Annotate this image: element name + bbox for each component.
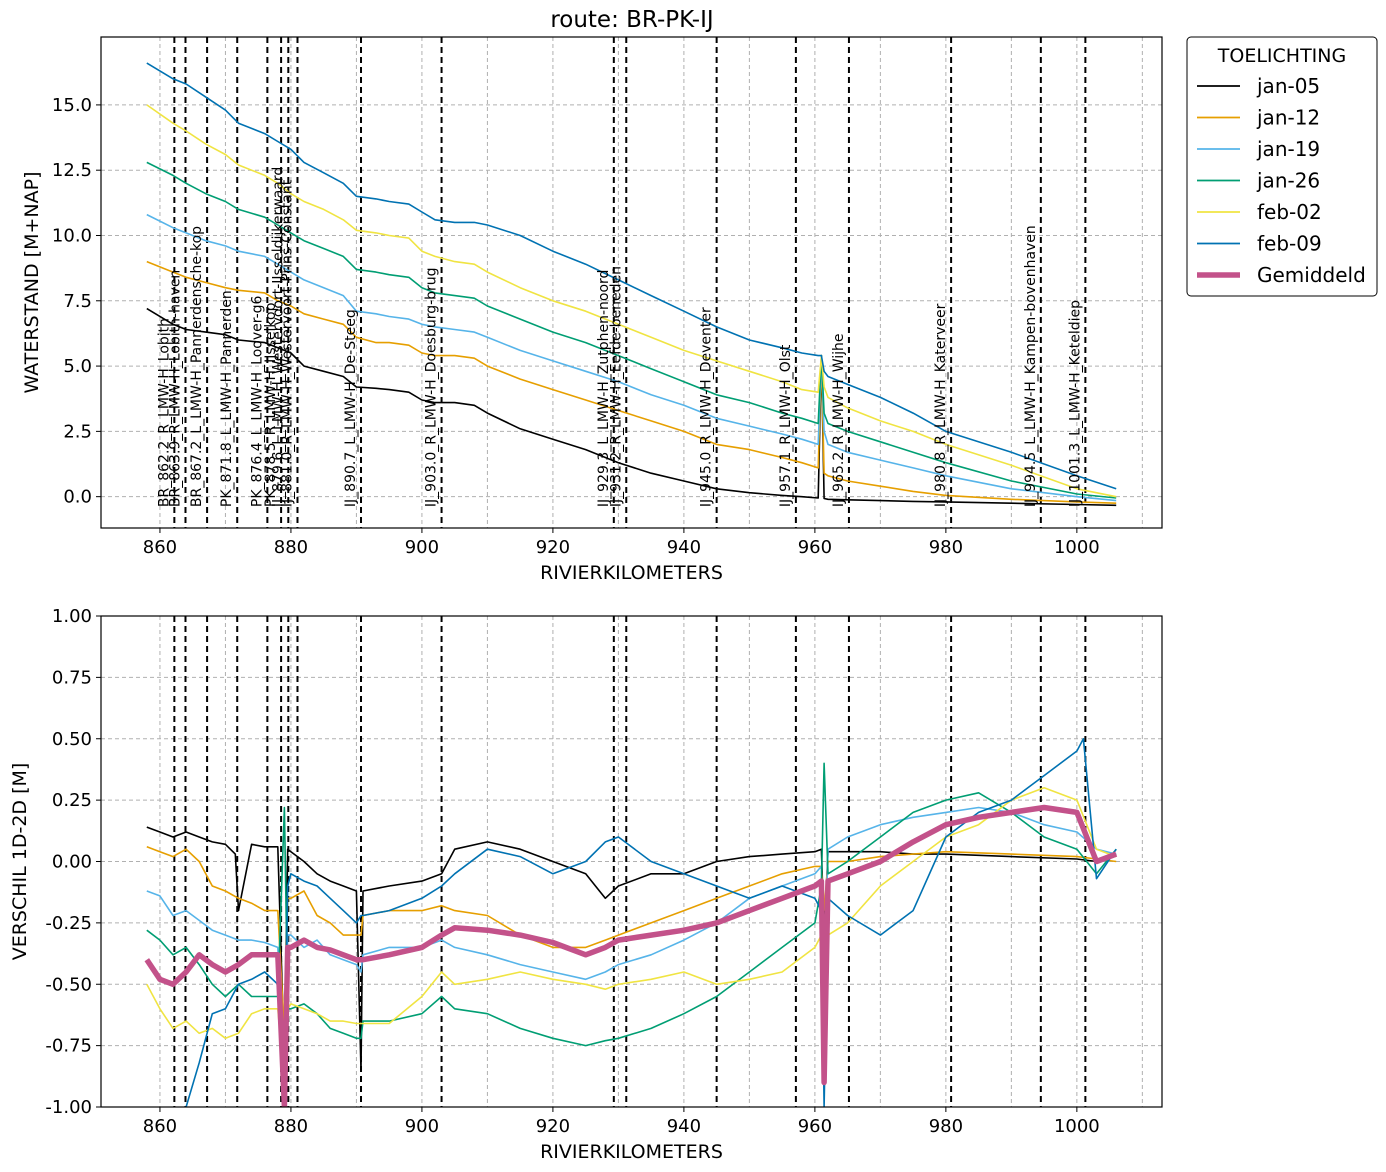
difference-ticks: -1.00 -0.75 -0.50 -0.25 0.00 0.25 0.50 0.75 1.00… <box>45 606 1099 1137</box>
y-tick-label: 10.0 <box>52 225 92 246</box>
water-level-ticks: 0.0 2.5 5.0 7.5 10.0 12.5 15.0 860 880 900 920 940 9… <box>52 95 1100 558</box>
series-line-jan-05 <box>146 307 1117 507</box>
series-line-jan-12 <box>146 846 1117 1035</box>
series-line-feb-09 <box>146 62 1117 490</box>
y-tick-label: 5.0 <box>63 356 92 377</box>
series-line-feb-02 <box>146 104 1117 498</box>
location-label: BR_867.2_L_LMW-H_Pannerdensche-kop <box>189 226 205 507</box>
water-level-y-axis-label: WATERSTAND [M+NAP] <box>21 172 43 394</box>
legend-label: feb-09 <box>1257 232 1322 256</box>
y-tick-label: 0.00 <box>52 852 92 873</box>
location-label: IJ_994.5_L_LMW-H_Kampen-bovenhaven <box>1023 225 1039 507</box>
x-tick-label: 880 <box>274 1116 308 1137</box>
location-label: IJ_929.3_L_LMW-H_Zutphen-noord <box>596 270 612 508</box>
y-tick-label: -1.00 <box>45 1097 92 1118</box>
x-tick-label: 1000 <box>1054 1116 1100 1137</box>
y-tick-label: 12.5 <box>52 160 92 181</box>
legend-label: feb-02 <box>1257 200 1322 224</box>
x-tick-label: 900 <box>405 1116 439 1137</box>
y-tick-label: 15.0 <box>52 95 92 116</box>
x-tick-label: 980 <box>929 1116 963 1137</box>
y-tick-label: 0.75 <box>52 667 92 688</box>
water-level-panel: BR_862.2_R_LMW-H_LobithBR_863.9_R_LMW-H_… <box>21 36 1163 584</box>
y-tick-label: 2.5 <box>63 421 92 442</box>
y-tick-label: 0.0 <box>63 487 92 508</box>
series-line-jan-12 <box>146 260 1117 504</box>
series-line-jan-19 <box>146 213 1117 502</box>
y-tick-label: 0.50 <box>52 729 92 750</box>
y-tick-label: 0.25 <box>52 790 92 811</box>
legend-items: jan-05 jan-12 jan-19 jan-26 feb-02 feb-09 Gemi… <box>1197 74 1366 287</box>
location-label: IJ_903.0_R_LMW-H_Doesburg-brug <box>424 267 440 507</box>
difference-y-axis-label: VERSCHIL 1D-2D [M] <box>9 763 31 961</box>
legend-label: jan-05 <box>1256 74 1320 98</box>
location-label: IJ_931.2_R_LMW-H_Eefde-beneden <box>608 266 624 507</box>
x-tick-label: 940 <box>667 1116 701 1137</box>
x-tick-label: 980 <box>929 537 963 558</box>
x-tick-label: 860 <box>143 1116 177 1137</box>
legend-title: TOELICHTING <box>1217 45 1346 67</box>
series-line-jan-26 <box>146 762 1117 1047</box>
water-level-series <box>146 62 1117 507</box>
location-label: BR_863.9_R_LMW-H_Lobith-haven <box>168 270 184 507</box>
x-tick-label: 880 <box>274 537 308 558</box>
legend: TOELICHTING jan-05 jan-12 jan-19 jan-26 feb-… <box>1186 36 1378 297</box>
location-label: PK_871.8_L_LMW-H_Pannerden <box>219 290 235 507</box>
x-tick-label: 900 <box>405 537 439 558</box>
series-line-jan-26 <box>146 161 1117 499</box>
location-label: IJ_1001.3_L_LMW-H_Keteldiep <box>1067 300 1083 507</box>
y-tick-label: 1.00 <box>52 606 92 627</box>
series-line-Gemiddeld <box>144 804 1118 1107</box>
legend-label: jan-12 <box>1256 106 1320 130</box>
water-level-plot-frame <box>100 36 1163 529</box>
legend-label: Gemiddeld <box>1257 263 1366 287</box>
location-labels: BR_862.2_R_LMW-H_LobithBR_863.9_R_LMW-H_… <box>156 167 1083 507</box>
y-tick-label: 7.5 <box>63 291 92 312</box>
location-label: IJ_879.6_L_LMW-H_Westervoort-IJsseldijke… <box>270 167 286 507</box>
series-line-feb-02 <box>146 786 1117 1084</box>
location-label: IJ_965.2_R_LMW-H_Wijhe <box>831 333 847 507</box>
difference-plot-frame <box>100 615 1163 1108</box>
location-label: BR_862.2_R_LMW-H_Lobith <box>156 318 172 507</box>
series-line-feb-09 <box>146 737 1117 1107</box>
location-label: IJ_980.8_R_LMW-H_Katerveer <box>933 303 949 507</box>
y-tick-label: -0.25 <box>45 913 92 934</box>
legend-label: jan-26 <box>1256 169 1320 193</box>
y-tick-label: -0.75 <box>45 1036 92 1057</box>
location-label: IJ_890.7_L_LMW-H_De-Steeg <box>343 309 359 507</box>
difference-x-axis-label: RIVIERKILOMETERS <box>540 1141 723 1163</box>
water-level-x-axis-label: RIVIERKILOMETERS <box>540 562 723 584</box>
x-tick-label: 860 <box>143 537 177 558</box>
x-tick-label: 1000 <box>1054 537 1100 558</box>
legend-frame <box>1186 36 1378 297</box>
x-tick-label: 920 <box>536 537 570 558</box>
location-label: PK_876.4_L_LMW-H_Loover-g6 <box>249 295 265 507</box>
x-tick-label: 960 <box>798 1116 832 1137</box>
water-level-gridlines <box>101 37 1162 528</box>
difference-panel: -1.00 -0.75 -0.50 -0.25 0.00 0.25 0.50 0.75 1.00… <box>9 606 1163 1163</box>
series-line-jan-19 <box>146 806 1117 1084</box>
location-label: IJ_957.1_R_LMW-H_Olst <box>778 344 794 507</box>
y-tick-label: -0.50 <box>45 974 92 995</box>
location-label: IJ_881.0_R_LMW-H_Westervoort-Prins-Const… <box>280 179 296 507</box>
x-tick-label: 960 <box>798 537 832 558</box>
legend-label: jan-19 <box>1256 137 1320 161</box>
chart-title: route: BR-PK-IJ <box>550 7 713 33</box>
difference-series <box>144 737 1118 1107</box>
x-tick-label: 940 <box>667 537 701 558</box>
location-label: PK_878.5_R_LMW-H_IJsselkop <box>263 302 279 507</box>
location-label: IJ_945.0_R_LMW-H_Deventer <box>699 307 715 507</box>
x-tick-label: 920 <box>536 1116 570 1137</box>
